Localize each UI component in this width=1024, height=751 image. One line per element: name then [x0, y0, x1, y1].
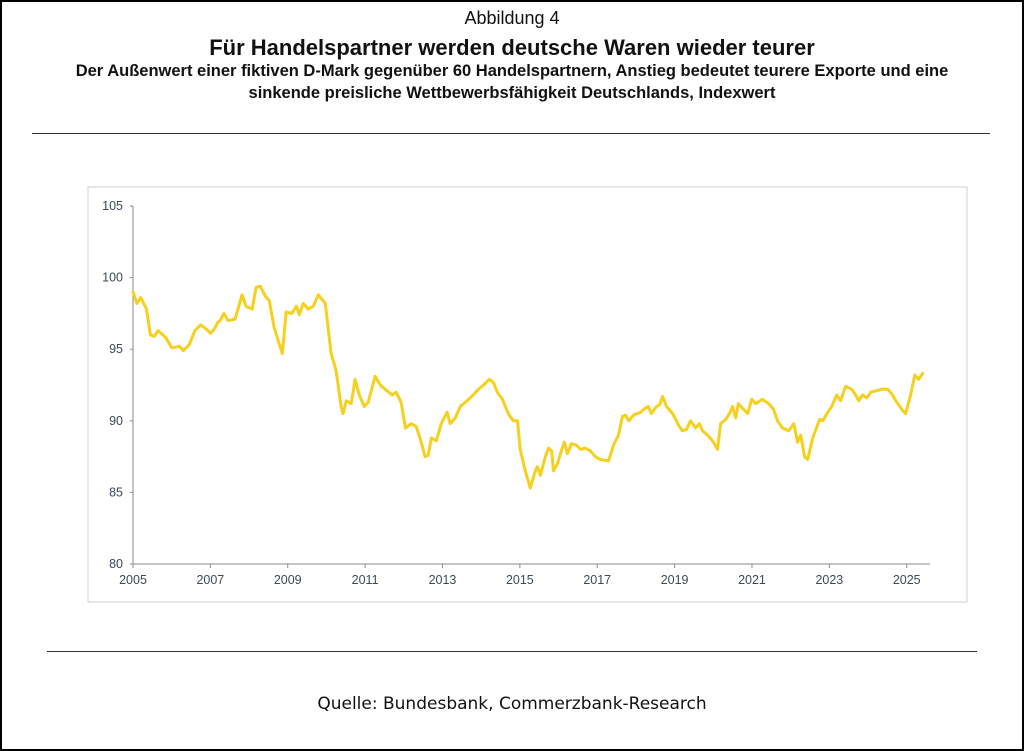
- source: Quelle: Bundesbank, Commerzbank-Research: [317, 694, 707, 714]
- y-tick-label: 100: [102, 271, 123, 285]
- chart-subtitle: Der Außenwert einer fiktiven D-Mark gege…: [75, 62, 949, 102]
- x-tick-label: 2021: [738, 573, 766, 587]
- x-tick-label: 2025: [893, 573, 921, 587]
- y-tick-label: 105: [102, 199, 123, 213]
- x-tick-label: 2023: [815, 573, 843, 587]
- y-tick-label: 95: [109, 342, 123, 356]
- x-tick-label: 2015: [506, 573, 534, 587]
- x-tick-label: 2013: [429, 573, 457, 587]
- x-tick-label: 2017: [583, 573, 611, 587]
- x-tick-label: 2007: [196, 573, 224, 587]
- y-tick-label: 80: [109, 557, 123, 571]
- x-tick-label: 2009: [274, 573, 302, 587]
- y-tick-label: 85: [109, 485, 123, 499]
- plot-frame: [87, 186, 968, 603]
- figure-label: Abbildung 4: [464, 8, 560, 28]
- x-tick-label: 2005: [119, 573, 147, 587]
- divider: [32, 133, 990, 134]
- divider: [47, 651, 977, 652]
- x-tick-label: 2019: [661, 573, 689, 587]
- chart-title: Für Handelspartner werden deutsche Waren…: [209, 35, 815, 60]
- data-line: [131, 284, 925, 490]
- y-tick-label: 90: [109, 414, 123, 428]
- x-tick-label: 2011: [352, 573, 379, 587]
